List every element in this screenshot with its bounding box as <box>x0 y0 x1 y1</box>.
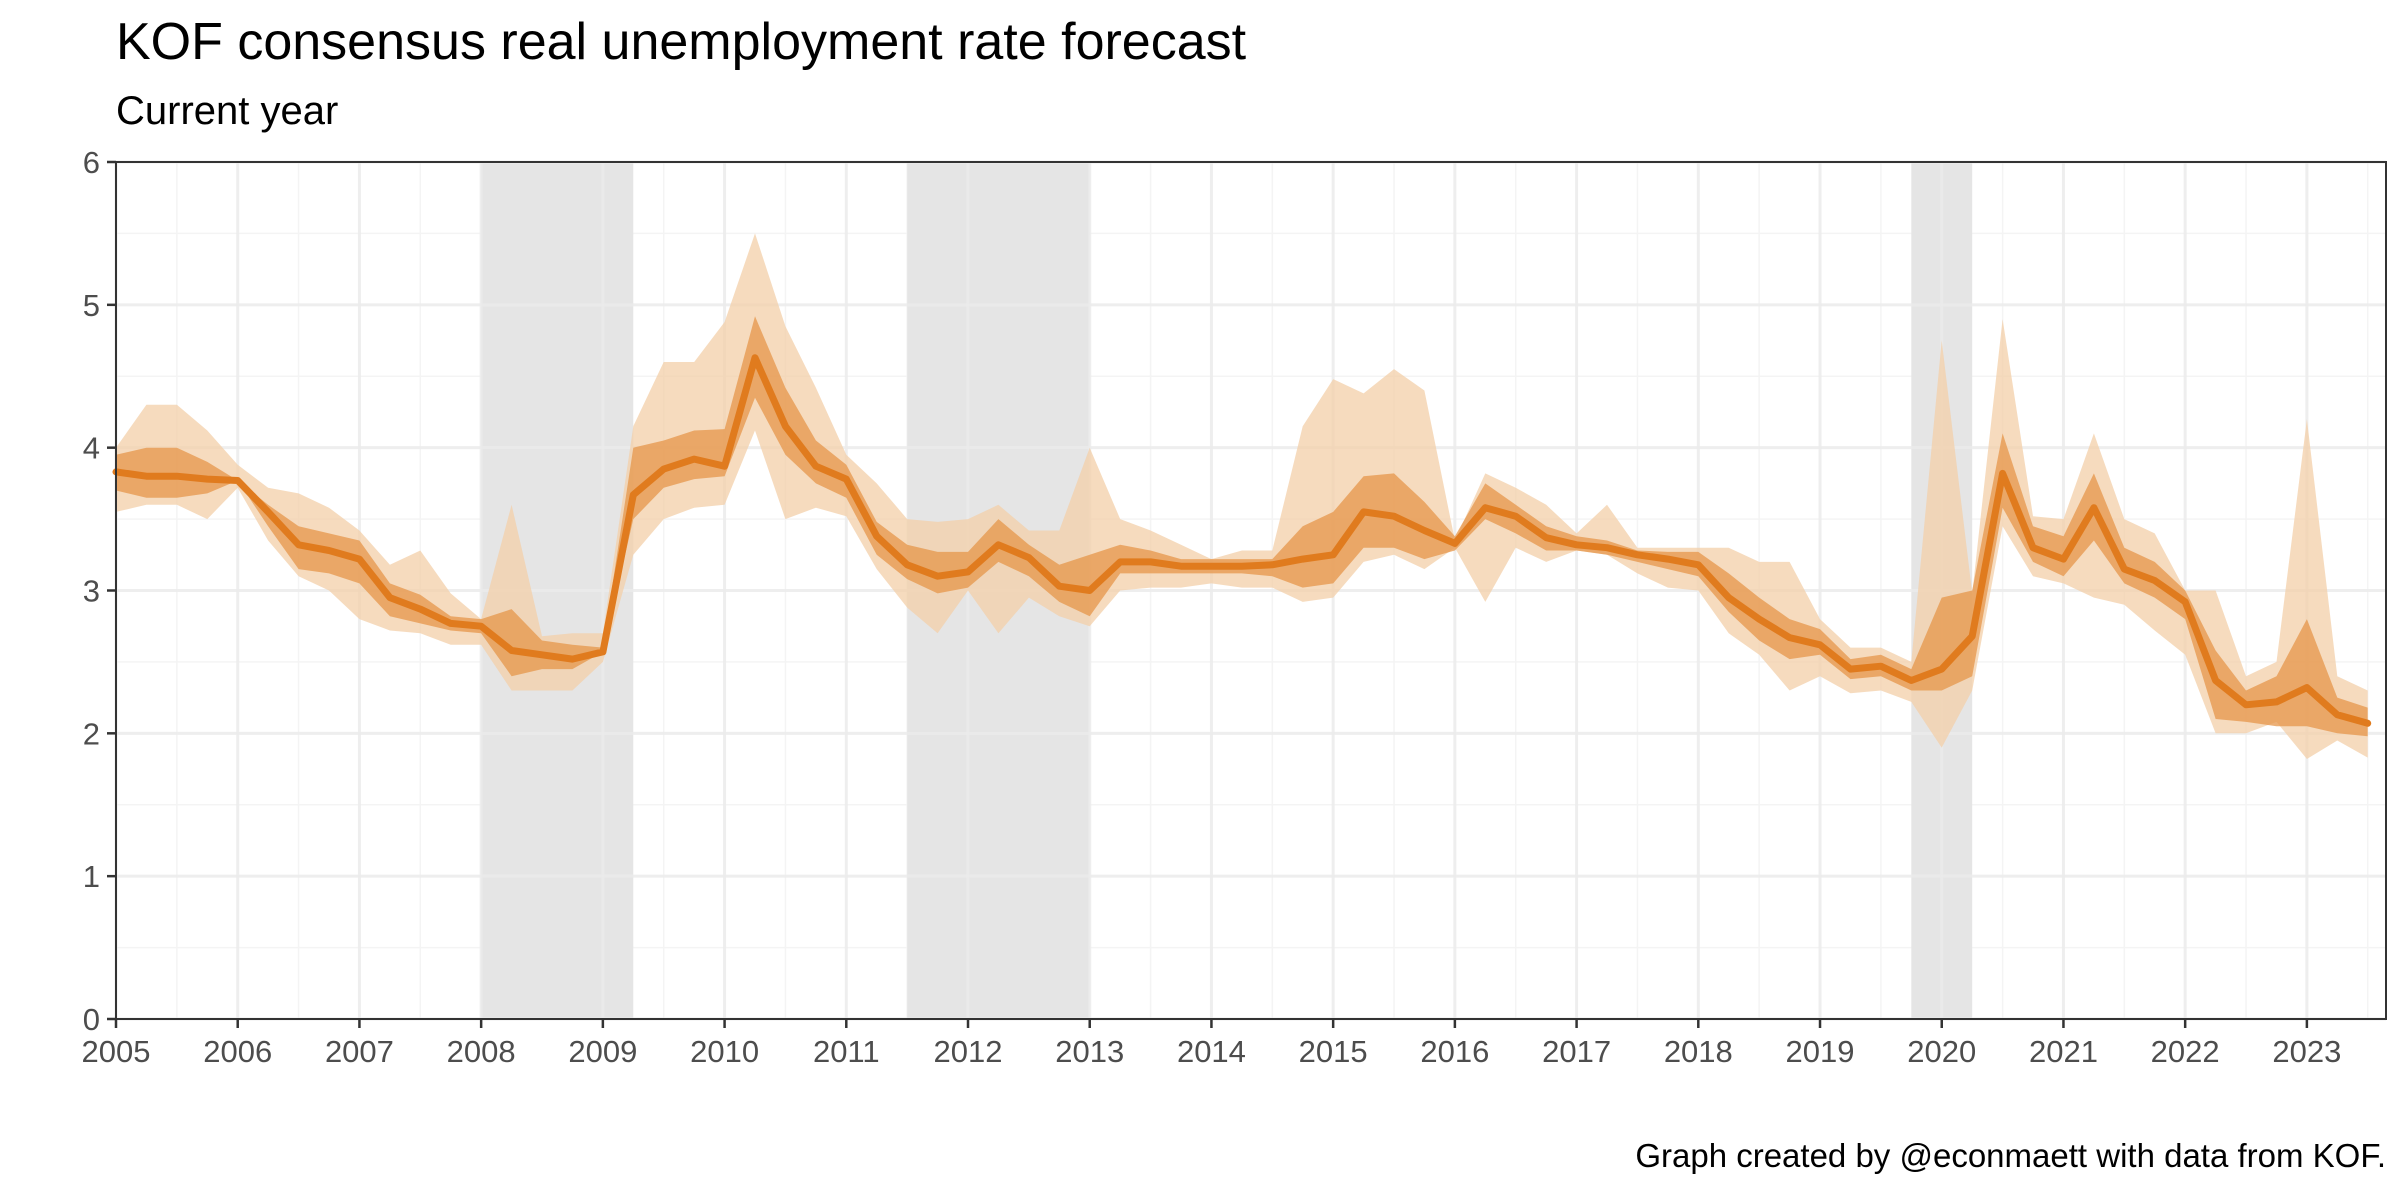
y-tick-label: 2 <box>83 716 100 751</box>
x-tick-label: 2018 <box>1664 1034 1733 1069</box>
x-tick-label: 2016 <box>1420 1034 1489 1069</box>
x-tick-label: 2022 <box>2151 1034 2220 1069</box>
y-tick-label: 0 <box>83 1002 100 1037</box>
y-tick-label: 4 <box>83 431 100 466</box>
x-tick-label: 2008 <box>447 1034 516 1069</box>
median-line <box>112 354 2372 727</box>
x-tick-label: 2012 <box>934 1034 1003 1069</box>
x-tick-label: 2017 <box>1542 1034 1611 1069</box>
median-line-group <box>112 354 2372 727</box>
major-gridlines <box>114 160 2386 1021</box>
y-tick-label: 5 <box>83 288 100 323</box>
y-tick-label: 1 <box>83 859 100 894</box>
chart-caption: Graph created by @econmaett with data fr… <box>1635 1137 2386 1174</box>
inner-range-band <box>116 316 2368 737</box>
x-tick-label: 2013 <box>1055 1034 1124 1069</box>
x-tick-label: 2011 <box>813 1034 880 1069</box>
x-tick-label: 2006 <box>203 1034 272 1069</box>
x-tick-label: 2019 <box>1786 1034 1855 1069</box>
x-tick-label: 2014 <box>1177 1034 1246 1069</box>
x-tick-label: 2005 <box>82 1034 151 1069</box>
forecast-bands <box>116 233 2368 759</box>
x-tick-label: 2010 <box>690 1034 759 1069</box>
x-tick-label: 2023 <box>2272 1034 2341 1069</box>
axes: 0 1 2 3 4 5 6 2005 2006 2007 2008 2009 2010 2011 2012 2… <box>82 145 2342 1069</box>
outer-range-band <box>116 233 2368 759</box>
x-tick-label: 2015 <box>1299 1034 1368 1069</box>
y-tick-label: 3 <box>83 574 100 609</box>
chart-subtitle: Current year <box>116 89 339 133</box>
x-tick-label: 2009 <box>568 1034 637 1069</box>
y-tick-label: 6 <box>83 145 100 180</box>
x-tick-label: 2021 <box>2029 1034 2098 1069</box>
x-tick-label: 2007 <box>325 1034 394 1069</box>
chart-title: KOF consensus real unemployment rate for… <box>116 13 1247 71</box>
x-tick-label: 2020 <box>1907 1034 1976 1069</box>
